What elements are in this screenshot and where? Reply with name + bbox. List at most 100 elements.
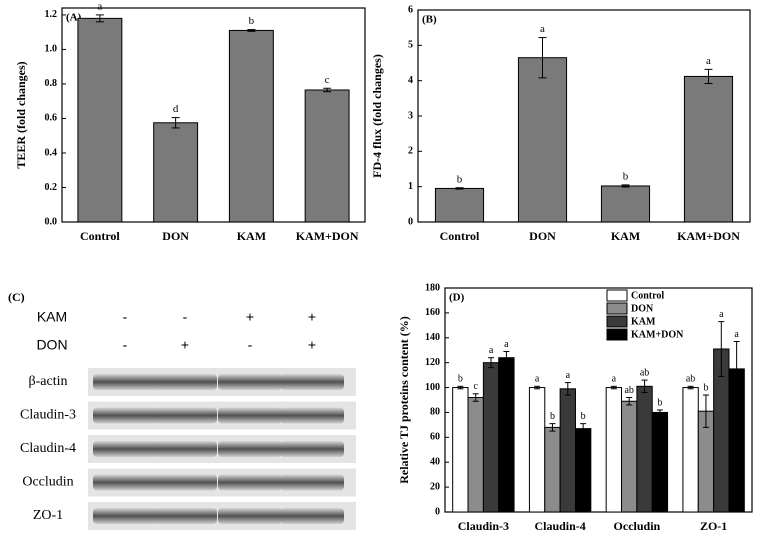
significance-label: b	[623, 170, 629, 182]
y-axis-label: Relative TJ proteins content (%)	[397, 316, 411, 484]
significance-label: a	[612, 374, 617, 385]
y-tick-label: 4	[408, 75, 413, 86]
x-tick-label: DON	[162, 229, 189, 243]
error-bar	[704, 68, 713, 84]
y-tick-label: 6	[408, 4, 413, 15]
bar	[682, 387, 699, 513]
band-label: β-actin	[29, 374, 68, 389]
x-tick-label: Claudin-3	[458, 519, 509, 533]
x-tick-label: Control	[440, 229, 480, 243]
significance-label: d	[173, 103, 179, 115]
blot-band	[218, 407, 282, 424]
x-tick-label: KAM+DON	[296, 229, 359, 243]
error-bar	[702, 394, 709, 428]
error-bar	[610, 385, 617, 390]
error-bar	[488, 357, 495, 369]
error-bar	[503, 350, 510, 365]
y-tick-label: 0	[408, 216, 413, 227]
error-bar	[247, 29, 256, 32]
error-bar	[687, 385, 694, 390]
significance-label: b	[703, 382, 708, 393]
panel-label: (B)	[422, 14, 437, 26]
x-tick-label: KAM	[237, 229, 266, 243]
blot-band	[218, 441, 282, 457]
y-tick-label: 3	[408, 110, 413, 121]
significance-label: a	[504, 339, 509, 350]
legend-swatch	[606, 328, 628, 341]
blot-band	[218, 374, 282, 390]
bar	[77, 17, 123, 223]
y-tick-label: 140	[425, 332, 440, 343]
y-tick-label: 160	[425, 307, 440, 318]
bar	[621, 400, 638, 513]
bar	[651, 411, 669, 513]
y-tick-label: 180	[425, 282, 440, 293]
treatment-sign: +	[181, 337, 189, 353]
y-tick-label: 100	[425, 382, 440, 393]
significance-label: a	[734, 329, 739, 340]
legend-swatch	[606, 315, 628, 328]
treatment-label: KAM	[37, 309, 67, 325]
error-bar	[457, 385, 464, 390]
bar	[517, 57, 568, 223]
blot-band	[280, 508, 344, 524]
y-tick-label: 0.4	[45, 147, 58, 158]
significance-label: c	[473, 381, 478, 392]
significance-label: a	[706, 55, 711, 67]
bar	[600, 185, 651, 223]
significance-label: b	[458, 374, 463, 385]
blot-band	[153, 474, 217, 491]
error-bar	[455, 187, 464, 190]
error-bar	[626, 397, 633, 406]
treatment-sign: +	[246, 309, 254, 325]
significance-label: ab	[624, 385, 633, 396]
error-bar	[95, 14, 104, 23]
legend-label: KAM+DON	[631, 329, 684, 340]
panel-label: (D)	[449, 292, 465, 304]
blot-band	[93, 474, 157, 491]
x-tick-label: KAM+DON	[677, 229, 740, 243]
blot-band	[153, 441, 217, 457]
bar	[467, 397, 484, 513]
band-label: Occludin	[22, 475, 73, 490]
legend-label: Control	[631, 290, 664, 301]
blot-band	[93, 407, 157, 424]
legend-swatch	[606, 289, 628, 302]
y-tick-label: 20	[430, 481, 440, 492]
bar	[452, 387, 469, 513]
x-tick-label: ZO-1	[700, 519, 727, 533]
y-tick-label: 0	[435, 506, 440, 517]
legend-swatch	[606, 302, 628, 315]
y-tick-label: 2	[408, 146, 413, 157]
y-tick-label: 0.2	[45, 182, 58, 193]
error-bar	[656, 409, 663, 416]
x-tick-label: KAM	[611, 229, 640, 243]
treatment-sign: -	[123, 337, 128, 353]
significance-label: a	[719, 309, 724, 320]
error-bar	[564, 382, 571, 396]
error-bar	[641, 379, 648, 394]
treatment-sign: -	[123, 309, 128, 325]
bar	[683, 75, 734, 223]
band-label: Claudin-4	[20, 441, 76, 456]
error-bar	[534, 385, 541, 390]
y-tick-label: 120	[425, 357, 440, 368]
significance-label: b	[457, 173, 463, 185]
plot-frame	[444, 287, 753, 513]
blot-band	[280, 441, 344, 457]
bar	[434, 187, 485, 223]
x-tick-label: Control	[80, 229, 120, 243]
bar	[482, 362, 500, 513]
blot-band	[93, 374, 157, 390]
y-axis-label: TEER (fold changes)	[14, 61, 28, 168]
error-bar	[733, 341, 740, 397]
bar	[559, 388, 576, 513]
significance-label: c	[325, 74, 330, 86]
blot-band	[280, 474, 344, 491]
significance-label: a	[535, 374, 540, 385]
bar	[605, 387, 623, 513]
x-tick-label: Occludin	[614, 519, 661, 533]
y-tick-label: 1.2	[45, 9, 58, 20]
x-tick-label: Claudin-4	[534, 519, 585, 533]
